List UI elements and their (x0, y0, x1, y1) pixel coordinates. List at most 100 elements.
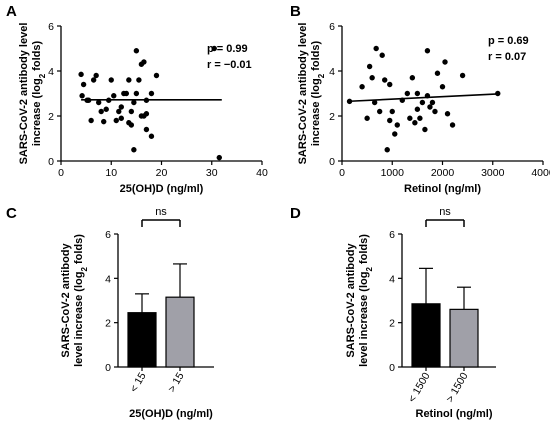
bar (165, 296, 195, 368)
data-point (111, 93, 117, 99)
data-point (148, 90, 155, 97)
data-point (414, 90, 421, 97)
data-point (133, 90, 140, 97)
data-point (366, 63, 373, 70)
y-tick-label: 2 (105, 318, 111, 330)
y-tick-label: 6 (389, 229, 395, 241)
data-point (118, 104, 125, 110)
data-point (376, 108, 383, 115)
data-point (78, 71, 84, 78)
x-tick-label: 30 (206, 167, 218, 179)
panel-letter: C (6, 205, 17, 222)
data-point (216, 154, 222, 161)
data-point (131, 147, 137, 153)
data-point (133, 48, 140, 54)
data-point (404, 90, 411, 97)
x-tick-label: 10 (105, 167, 117, 179)
data-point (126, 77, 132, 83)
data-point (364, 115, 370, 121)
data-point (449, 122, 456, 128)
y-tick-label: 6 (105, 229, 111, 241)
y-axis-title-line1: SARS-CoV-2 antibody (345, 242, 357, 357)
x-tick-label: 0 (58, 167, 64, 179)
data-point (379, 52, 385, 58)
data-point (103, 106, 109, 112)
data-point (394, 122, 400, 128)
x-tick-label: 1000 (381, 167, 405, 179)
y-tick-label: 4 (48, 66, 54, 78)
data-point (389, 108, 395, 115)
y-axis-title-line1: SARS-CoV-2 antibody level (18, 23, 30, 165)
x-tick-label: 20 (156, 167, 168, 179)
x-tick-label: 0 (339, 167, 345, 179)
data-point (153, 72, 160, 79)
data-point (439, 84, 446, 90)
y-tick-label: 6 (329, 21, 335, 33)
category-label: < 15 (128, 370, 149, 394)
y-tick-label: 0 (329, 156, 335, 168)
data-point (432, 108, 438, 115)
data-point (123, 90, 130, 97)
data-point (444, 111, 451, 117)
data-point (211, 45, 217, 52)
data-point (392, 131, 398, 137)
data-point (459, 72, 466, 79)
category-label: > 15 (166, 370, 187, 394)
data-point (373, 45, 379, 52)
data-point (424, 48, 431, 54)
p-value: p = 0.69 (488, 35, 529, 47)
data-point (409, 75, 416, 81)
x-axis-title: Retinol (ng/ml) (404, 183, 481, 195)
x-tick-label: 40 (256, 167, 268, 179)
x-axis-title: 25(OH)D (ng/ml) (120, 183, 204, 195)
panel-letter: D (290, 205, 301, 222)
data-point (143, 126, 150, 133)
x-tick-label: 3000 (481, 167, 505, 179)
y-axis-title-line1: SARS-CoV-2 antibody (60, 242, 72, 357)
data-point (384, 147, 390, 153)
data-point (495, 90, 501, 97)
y-axis-title-line2: increase (log2 folds) (310, 41, 326, 147)
data-point (371, 99, 378, 106)
data-point (131, 99, 137, 106)
y-tick-label: 0 (389, 362, 395, 374)
panel-letter: A (6, 3, 17, 20)
bar (411, 303, 441, 368)
data-point (387, 117, 393, 124)
data-point (141, 113, 147, 119)
y-tick-label: 4 (329, 66, 335, 78)
x-tick-label: 4000 (531, 167, 550, 179)
panel-letter: B (290, 3, 301, 20)
data-point (414, 106, 421, 112)
x-axis-title: 25(OH)D (ng/ml) (129, 408, 213, 420)
y-tick-label: 2 (48, 111, 54, 123)
r-value: r = 0.07 (488, 51, 526, 63)
data-point (148, 133, 155, 139)
data-point (101, 118, 107, 125)
data-point (429, 99, 436, 106)
significance-label: ns (439, 206, 451, 218)
data-point (387, 81, 393, 88)
data-point (136, 77, 142, 83)
data-point (128, 108, 135, 115)
regression-line (346, 93, 498, 103)
data-point (95, 99, 102, 106)
p-value: p = 0.99 (207, 43, 248, 55)
y-axis-title-line2: level increase (log2 folds) (73, 234, 89, 367)
y-tick-label: 4 (105, 273, 111, 285)
data-point (407, 115, 413, 121)
r-value: r = −0.01 (207, 59, 252, 71)
y-tick-label: 4 (389, 273, 395, 285)
data-point (417, 115, 423, 121)
data-point (442, 59, 448, 65)
data-point (141, 59, 147, 65)
data-point (79, 93, 85, 99)
data-point (88, 117, 94, 124)
data-point (80, 81, 87, 88)
x-axis-title: Retinol (ng/ml) (416, 408, 493, 420)
bar (449, 308, 479, 368)
y-axis-title-line2: increase (log2 folds) (31, 41, 47, 147)
bar (127, 312, 157, 368)
data-point (128, 122, 135, 128)
